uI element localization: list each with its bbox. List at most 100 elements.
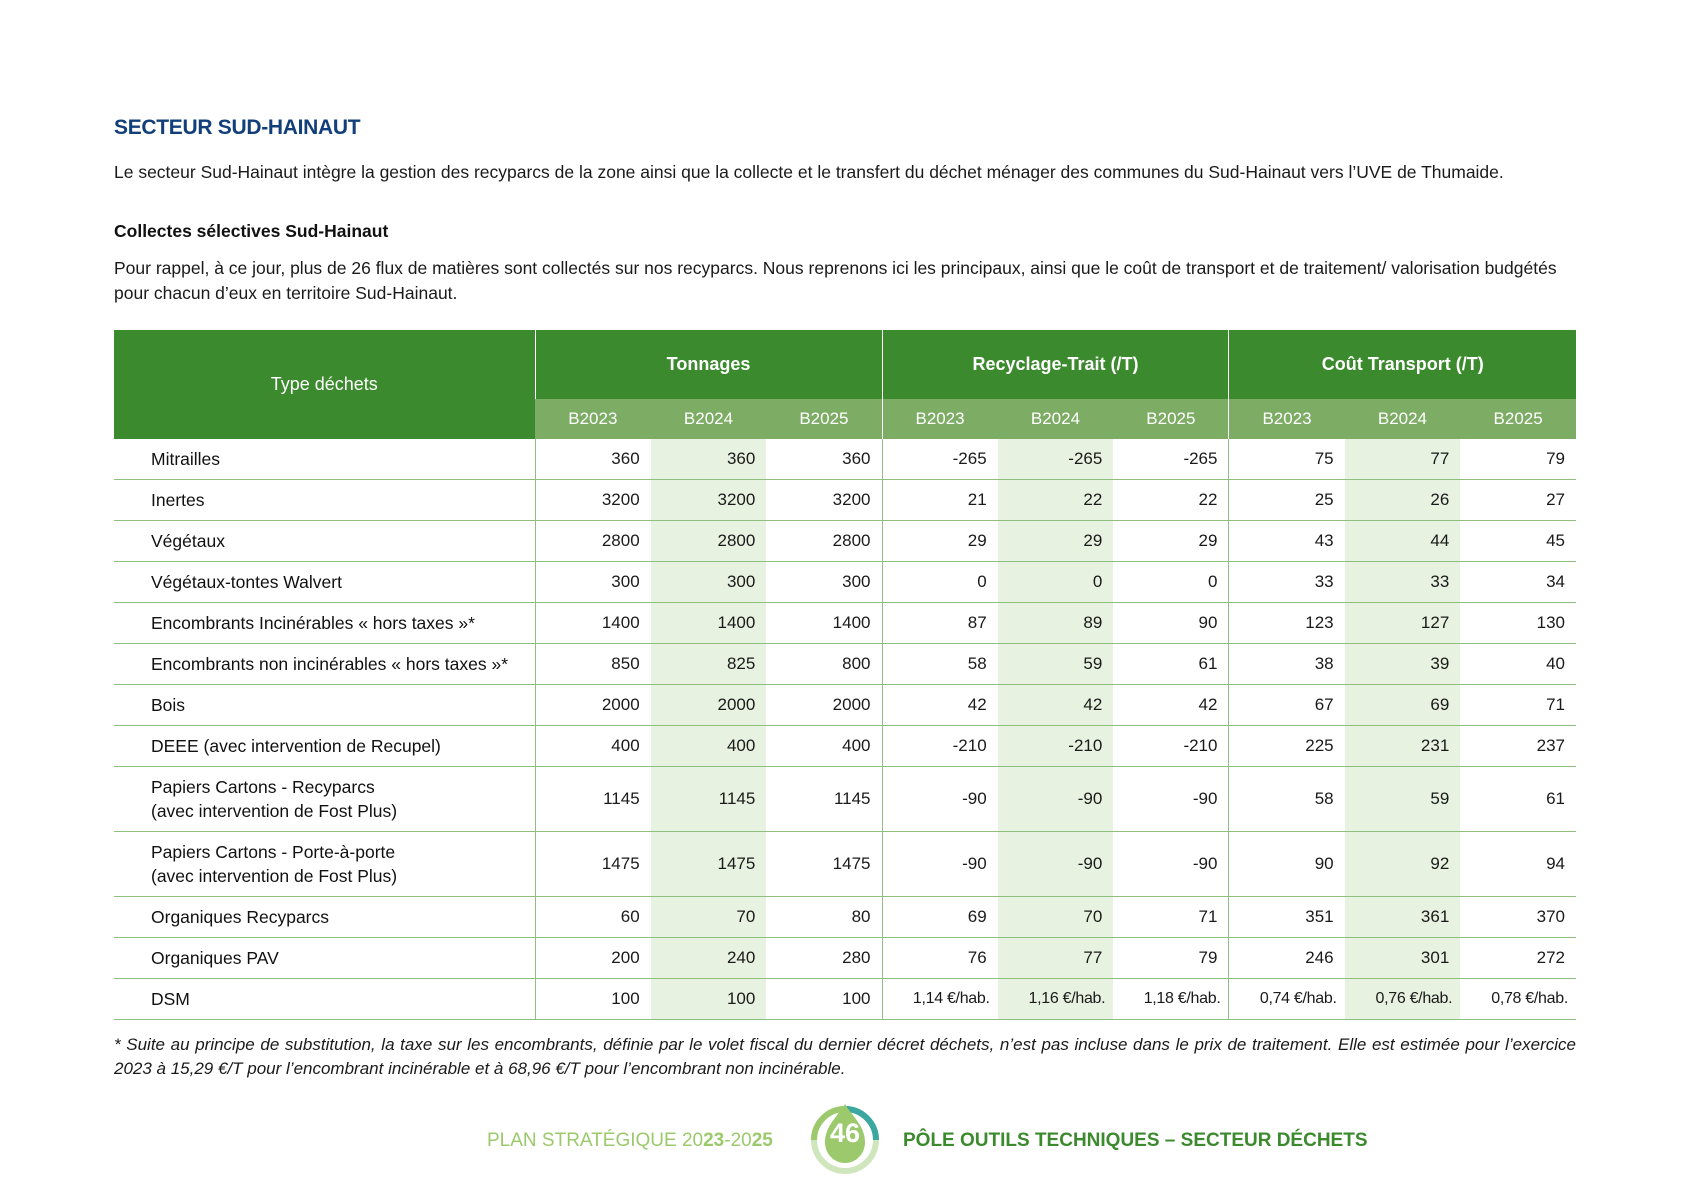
value-cell: 29 xyxy=(1113,520,1229,562)
group-header-recyclage: Recyclage-Trait (/T) xyxy=(881,330,1229,399)
value-cell: 3200 xyxy=(535,479,651,521)
waste-type-cell: Encombrants non incinérables « hors taxe… xyxy=(114,643,536,685)
waste-type-cell: Papiers Cartons - Recyparcs (avec interve… xyxy=(114,766,536,832)
value-cell: 27 xyxy=(1460,479,1576,521)
value-cell: 79 xyxy=(1460,439,1576,480)
value-cell: 1,14 €/hab. xyxy=(881,978,998,1020)
value-cell: 1,16 €/hab. xyxy=(997,978,1114,1020)
value-cell: 25 xyxy=(1228,479,1345,521)
value-cell: 80 xyxy=(766,896,882,938)
waste-type-label: DEEE (avec intervention de Recupel) xyxy=(151,736,441,756)
table-row: Végétaux 2800 2800 2800 29 29 29 43 44 45 xyxy=(114,520,1576,562)
value-cell: 1,18 €/hab. xyxy=(1113,978,1229,1020)
year-header: B2023 xyxy=(535,399,651,439)
year-header: B2023 xyxy=(1228,399,1345,439)
waste-type-label: (avec intervention de Fost Plus) xyxy=(151,866,398,886)
waste-type-cell: Bois xyxy=(114,684,536,726)
value-cell: -90 xyxy=(1113,766,1229,832)
value-cell: -265 xyxy=(1113,439,1229,480)
year-header-row: B2023 B2024 B2025 B2023 B2024 B2025 B202… xyxy=(114,399,1576,439)
waste-type-cell: Encombrants Incinérables « hors taxes »* xyxy=(114,602,536,644)
waste-type-label: Mitrailles xyxy=(151,449,221,469)
value-cell: 92 xyxy=(1344,831,1461,897)
year-header: B2024 xyxy=(650,399,767,439)
waste-type-label: Bois xyxy=(151,695,186,715)
value-cell: 1400 xyxy=(650,602,767,644)
value-cell: 301 xyxy=(1344,937,1461,979)
waste-table: Type déchets Tonnages Recyclage-Trait (/… xyxy=(114,330,1576,1020)
waste-type-label: Inertes xyxy=(151,490,205,510)
value-cell: 360 xyxy=(650,439,767,480)
table-row: Encombrants Incinérables « hors taxes »*… xyxy=(114,602,1576,644)
table-row: Organiques PAV 200 240 280 76 77 79 246 301 272 xyxy=(114,937,1576,979)
value-cell: 69 xyxy=(881,896,998,938)
value-cell: 90 xyxy=(1228,831,1345,897)
year-header: B2023 xyxy=(881,399,998,439)
value-cell: -210 xyxy=(881,725,998,767)
value-cell: 123 xyxy=(1228,602,1345,644)
value-cell: 75 xyxy=(1228,439,1345,480)
page-number: 46 xyxy=(829,1118,861,1148)
footer-plan-prefix: PLAN STRATÉGIQUE 20 xyxy=(487,1130,704,1151)
value-cell: 42 xyxy=(1113,684,1229,726)
value-cell: 59 xyxy=(997,643,1114,685)
value-cell: 34 xyxy=(1460,561,1576,603)
year-header: B2025 xyxy=(766,399,882,439)
value-cell: 69 xyxy=(1344,684,1461,726)
table-row: Mitrailles 360 360 360 -265 -265 -265 75 77 79 xyxy=(114,439,1576,480)
value-cell: 237 xyxy=(1460,725,1576,767)
group-header-transport: Coût Transport (/T) xyxy=(1228,330,1576,399)
table-row: Organiques Recyparcs 60 70 80 69 70 71 351 361 37… xyxy=(114,896,1576,938)
value-cell: 272 xyxy=(1460,937,1576,979)
value-cell: 800 xyxy=(766,643,882,685)
footer-section-title: PÔLE OUTILS TECHNIQUES – SECTEUR DÉCHETS xyxy=(903,1130,1368,1151)
value-cell: 59 xyxy=(1344,766,1461,832)
value-cell: 231 xyxy=(1344,725,1461,767)
table-row: Encombrants non incinérables « hors taxe… xyxy=(114,643,1576,685)
value-cell: 87 xyxy=(881,602,998,644)
value-cell: -90 xyxy=(881,766,998,832)
value-cell: 71 xyxy=(1460,684,1576,726)
value-cell: 1145 xyxy=(535,766,651,832)
waste-type-label: DSM xyxy=(151,989,190,1009)
waste-type-label: (avec intervention de Fost Plus) xyxy=(151,801,398,821)
year-header: B2024 xyxy=(997,399,1114,439)
value-cell: 77 xyxy=(997,937,1114,979)
value-cell: 33 xyxy=(1228,561,1345,603)
value-cell: -90 xyxy=(1113,831,1229,897)
group-header-tonnages: Tonnages xyxy=(534,330,882,399)
value-cell: 70 xyxy=(650,896,767,938)
value-cell: 1400 xyxy=(535,602,651,644)
table-row: Papiers Cartons - Porte-à-porte (avec int… xyxy=(114,831,1576,897)
waste-type-cell: Végétaux-tontes Walvert xyxy=(114,561,536,603)
table-header-row: Type déchets Tonnages Recyclage-Trait (/… xyxy=(114,330,1576,439)
waste-type-cell: Mitrailles xyxy=(114,439,536,480)
value-cell: 89 xyxy=(997,602,1114,644)
value-cell: 71 xyxy=(1113,896,1229,938)
value-cell: 2800 xyxy=(535,520,651,562)
value-cell: 351 xyxy=(1228,896,1345,938)
value-cell: 850 xyxy=(535,643,651,685)
value-cell: 225 xyxy=(1228,725,1345,767)
value-cell: 3200 xyxy=(766,479,882,521)
table-row: Papiers Cartons - Recyparcs (avec interve… xyxy=(114,766,1576,832)
value-cell: -265 xyxy=(997,439,1114,480)
value-cell: 61 xyxy=(1113,643,1229,685)
value-cell: 370 xyxy=(1460,896,1576,938)
value-cell: 280 xyxy=(766,937,882,979)
waste-type-cell: DEEE (avec intervention de Recupel) xyxy=(114,725,536,767)
value-cell: 40 xyxy=(1460,643,1576,685)
value-cell: 240 xyxy=(650,937,767,979)
value-cell: 200 xyxy=(535,937,651,979)
value-cell: 2000 xyxy=(766,684,882,726)
table-row: Bois 2000 2000 2000 42 42 42 67 69 71 xyxy=(114,684,1576,726)
value-cell: 0,78 €/hab. xyxy=(1460,978,1576,1020)
value-cell: 79 xyxy=(1113,937,1229,979)
value-cell: 61 xyxy=(1460,766,1576,832)
value-cell: 42 xyxy=(881,684,998,726)
footer-plan-year-end: 25 xyxy=(751,1130,773,1151)
waste-type-label: Encombrants Incinérables « hors taxes »* xyxy=(151,613,475,633)
value-cell: 44 xyxy=(1344,520,1461,562)
value-cell: -90 xyxy=(997,831,1114,897)
waste-type-label: Organiques Recyparcs xyxy=(151,907,329,927)
